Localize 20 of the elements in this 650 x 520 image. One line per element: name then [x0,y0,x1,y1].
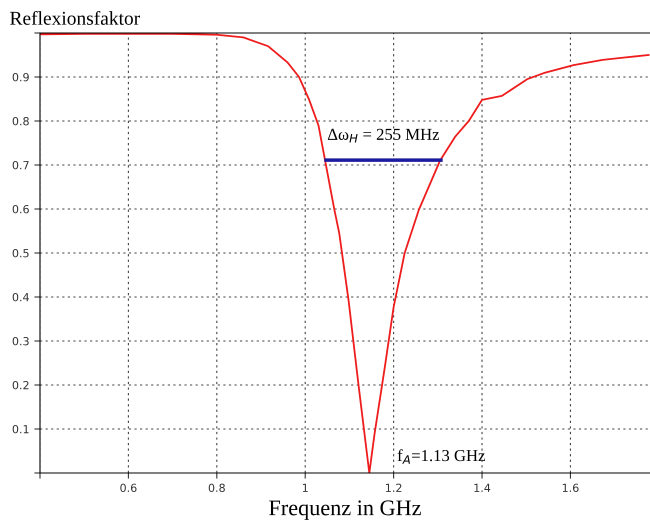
x-tick-label: 0.6 [120,484,137,492]
x-tick-label: 1 [302,484,308,492]
y-tick-label: 0.8 [12,116,29,126]
y-tick-label: 0.4 [12,292,29,302]
y-tick-label: 0.3 [12,336,29,346]
x-tick-label: 1.4 [474,484,490,492]
annotation: f$_{A}$=1.13 GHz [398,449,485,464]
y-tick-label: 0.1 [12,424,29,434]
line-series [40,33,650,473]
x-tick-label: 1.6 [562,484,579,492]
y-tick-label: 0.6 [12,204,29,214]
annotation: Δω$_{H}$ = 255 MHz [328,128,440,143]
chart-title: Reflexionsfaktor [10,10,140,25]
y-tick-label: 0.2 [12,380,28,390]
x-tick-label: 0.8 [208,484,225,492]
y-tick-label: 0.9 [12,72,29,82]
y-tick-label: 0.7 [12,160,29,170]
y-tick-label: 0.5 [12,248,29,258]
x-tick-label: 1.2 [386,484,402,492]
x-axis-title: Frequenz in GHz [269,500,421,520]
